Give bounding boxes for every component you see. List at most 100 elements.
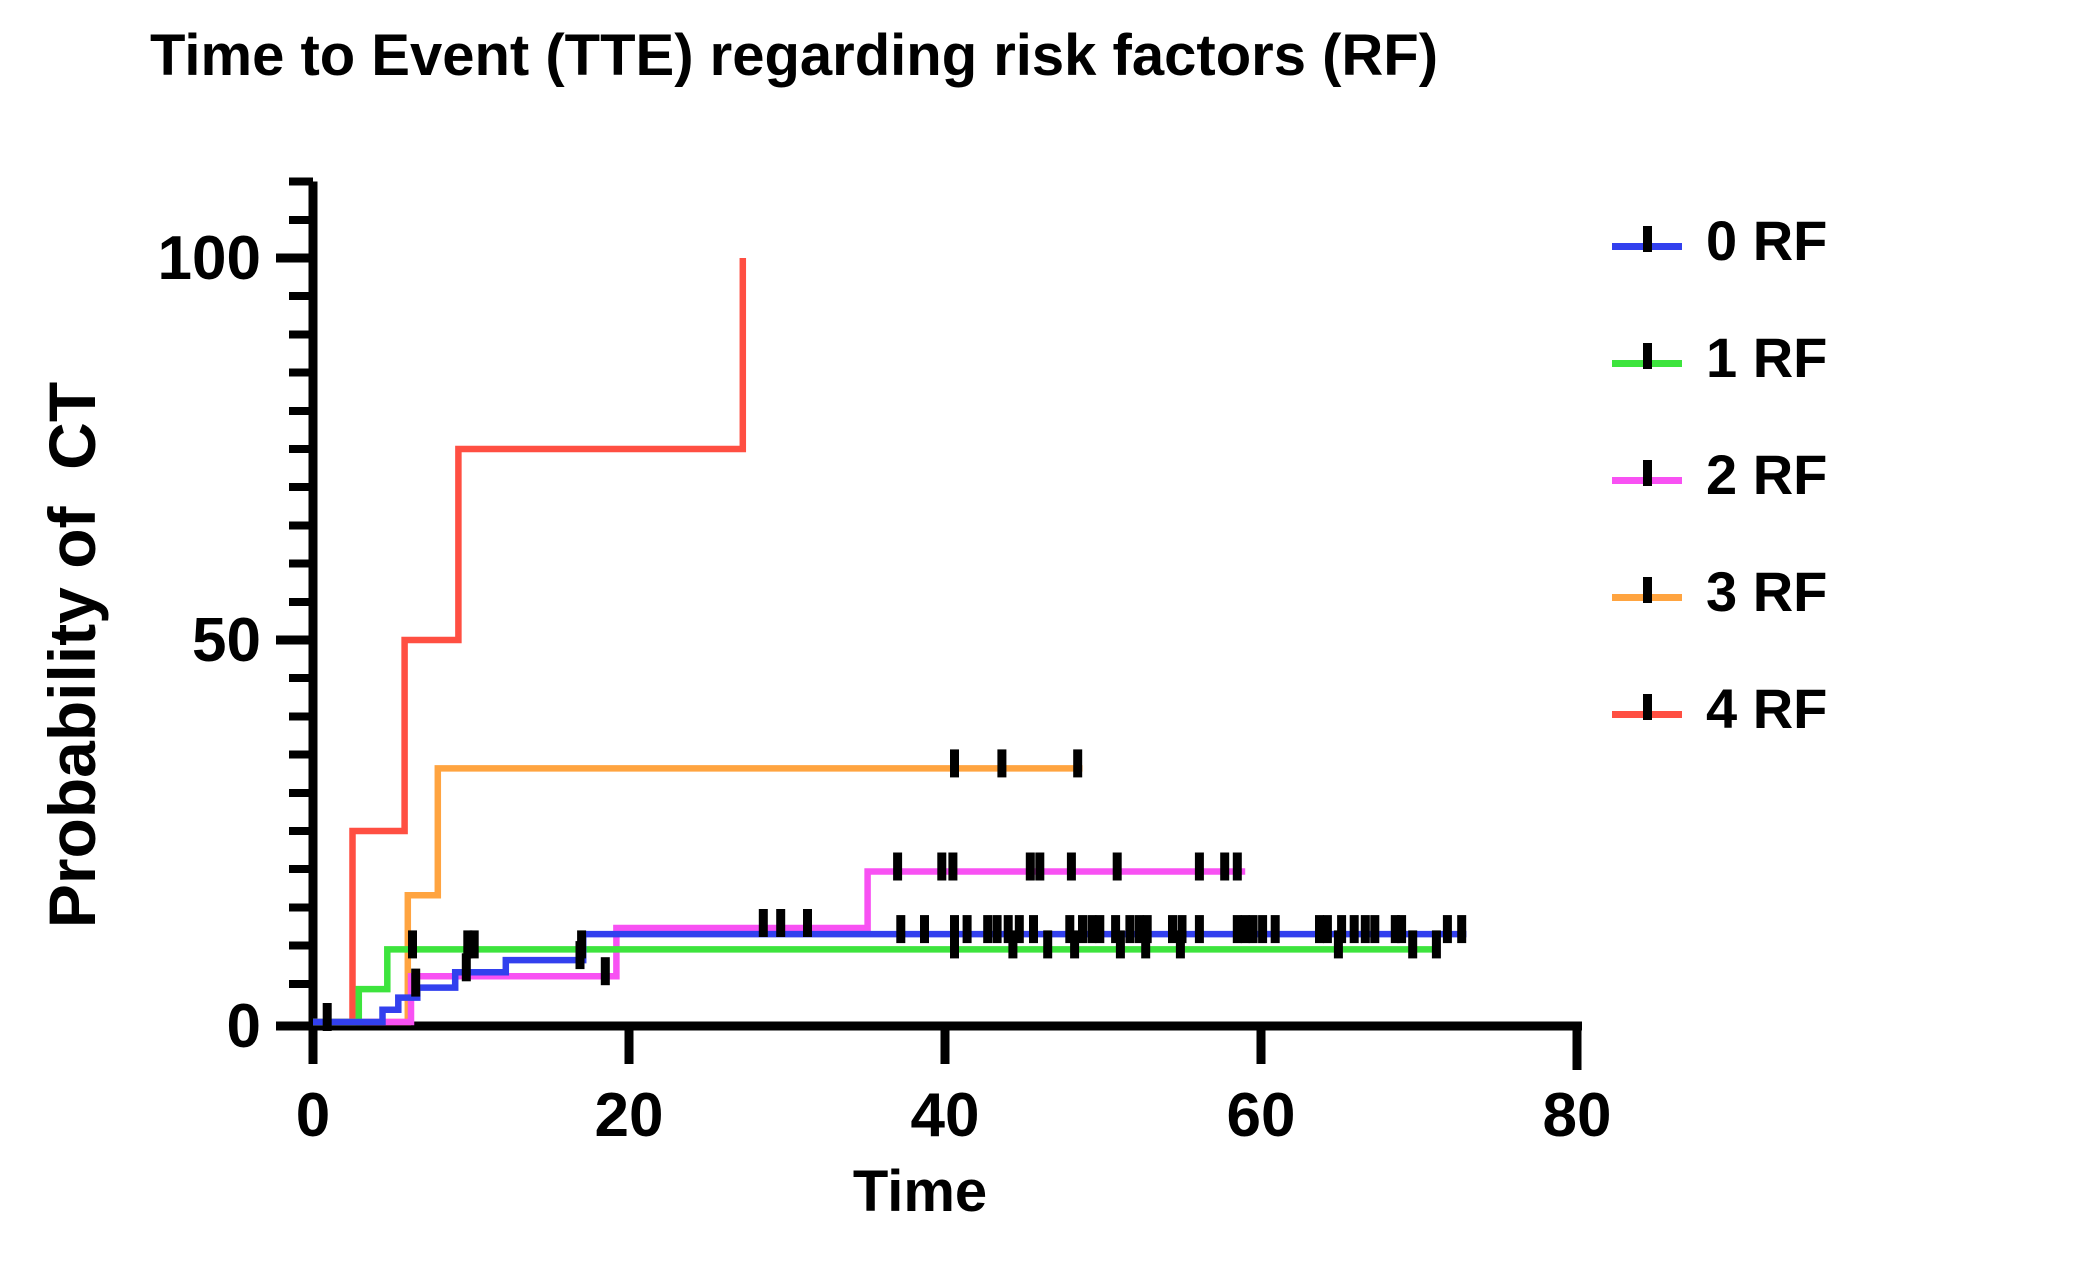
censor-tick bbox=[1397, 915, 1407, 944]
legend-symbol bbox=[1612, 223, 1682, 257]
legend-item-0-rf: 0 RF bbox=[1612, 209, 1827, 272]
legend-item-3-rf: 3 RF bbox=[1612, 560, 1827, 623]
censor-tick bbox=[992, 915, 1002, 944]
y-tick-label: 50 bbox=[192, 606, 261, 675]
censor-tick bbox=[1003, 915, 1013, 944]
legend-item-4-rf: 4 RF bbox=[1612, 677, 1827, 740]
censor-tick bbox=[1194, 852, 1204, 881]
censor-tick bbox=[1349, 915, 1359, 944]
censor-tick bbox=[1095, 915, 1105, 944]
censor-tick bbox=[408, 930, 417, 959]
censor-tick bbox=[1175, 930, 1185, 959]
censor-tick bbox=[1043, 930, 1053, 959]
censor-tick bbox=[1134, 915, 1144, 944]
legend-label: 2 RF bbox=[1706, 442, 1828, 506]
legend-label: 4 RF bbox=[1706, 676, 1828, 740]
legend-censor-tick-icon bbox=[1643, 577, 1652, 603]
legend-symbol bbox=[1612, 457, 1682, 491]
censor-tick bbox=[1008, 930, 1018, 959]
censor-tick bbox=[1177, 915, 1187, 944]
censor-tick bbox=[1431, 930, 1441, 959]
legend-label: 0 RF bbox=[1706, 208, 1828, 272]
censor-tick bbox=[463, 930, 473, 959]
censor-tick bbox=[896, 915, 906, 944]
censor-tick bbox=[758, 909, 768, 937]
censor-tick bbox=[1070, 930, 1080, 959]
censor-tick bbox=[1141, 930, 1151, 959]
censor-tick bbox=[983, 915, 993, 944]
censor-tick bbox=[1035, 852, 1045, 881]
legend-symbol bbox=[1612, 340, 1682, 374]
censor-tick bbox=[600, 957, 610, 986]
censor-tick bbox=[1270, 915, 1280, 944]
x-tick-label: 60 bbox=[1227, 1081, 1296, 1150]
censor-tick bbox=[1220, 852, 1230, 881]
censor-tick bbox=[1025, 852, 1035, 881]
legend-censor-tick-icon bbox=[1643, 343, 1652, 369]
legend-label: 3 RF bbox=[1706, 559, 1828, 623]
y-tick-label: 100 bbox=[158, 224, 261, 293]
censor-tick bbox=[1142, 915, 1152, 944]
legend-censor-tick-icon bbox=[1643, 226, 1652, 252]
censor-tick bbox=[1442, 915, 1452, 944]
censor-tick bbox=[1370, 915, 1380, 944]
censor-tick bbox=[1457, 915, 1467, 944]
legend-symbol bbox=[1612, 574, 1682, 608]
censor-tick bbox=[1078, 915, 1087, 944]
x-axis-title: Time bbox=[852, 1159, 988, 1224]
censor-tick bbox=[1240, 915, 1250, 944]
censor-tick bbox=[962, 915, 972, 944]
y-tick-label: 0 bbox=[227, 992, 261, 1061]
legend-censor-tick-icon bbox=[1643, 694, 1652, 720]
censor-tick bbox=[1115, 930, 1125, 959]
censor-tick bbox=[1337, 915, 1347, 944]
series-curve-3-rf bbox=[313, 765, 1083, 1026]
censor-tick bbox=[948, 852, 958, 881]
censor-tick bbox=[893, 852, 903, 881]
censor-tick bbox=[1029, 915, 1038, 944]
censor-tick bbox=[1408, 930, 1418, 959]
series-curve-1-rf bbox=[313, 946, 1440, 1026]
censor-tick bbox=[575, 941, 585, 970]
censor-tick bbox=[1315, 915, 1324, 944]
censor-tick bbox=[937, 852, 947, 881]
censor-tick bbox=[920, 915, 929, 944]
censor-tick bbox=[1125, 915, 1135, 944]
censor-tick bbox=[1232, 852, 1242, 881]
censor-tick bbox=[1168, 915, 1177, 944]
series-curve-4-rf bbox=[313, 258, 747, 1026]
censor-tick bbox=[997, 749, 1007, 778]
censor-tick bbox=[1112, 852, 1122, 881]
chart-title: Time to Event (TTE) regarding risk facto… bbox=[150, 23, 1439, 88]
censor-tick bbox=[1014, 915, 1024, 944]
censor-tick bbox=[461, 953, 471, 982]
censor-tick bbox=[469, 930, 479, 959]
series-curve-0-rf bbox=[313, 930, 1467, 1026]
censor-tick bbox=[1360, 915, 1370, 944]
censor-tick bbox=[1066, 852, 1076, 881]
censor-tick bbox=[1258, 915, 1268, 944]
censor-tick bbox=[1087, 915, 1097, 944]
x-tick-label: 20 bbox=[595, 1081, 664, 1150]
censor-tick bbox=[1065, 915, 1075, 944]
legend-symbol bbox=[1612, 691, 1682, 725]
legend-label: 1 RF bbox=[1706, 325, 1828, 389]
censor-tick bbox=[322, 1003, 332, 1031]
censor-tick bbox=[803, 909, 812, 937]
legend-censor-tick-icon bbox=[1643, 460, 1652, 486]
censor-tick bbox=[1073, 749, 1083, 778]
censor-tick bbox=[1390, 915, 1400, 944]
legend: 0 RF 1 RF 2 RF 3 RF 4 RF bbox=[1612, 209, 1827, 797]
censor-tick bbox=[1248, 915, 1258, 944]
censor-tick bbox=[1194, 915, 1204, 944]
censor-tick bbox=[1322, 915, 1332, 944]
censor-tick bbox=[411, 968, 421, 997]
legend-item-1-rf: 1 RF bbox=[1612, 326, 1827, 389]
censor-tick bbox=[1111, 915, 1121, 944]
legend-item-2-rf: 2 RF bbox=[1612, 443, 1827, 506]
censor-tick bbox=[950, 930, 959, 959]
censor-tick bbox=[950, 915, 959, 944]
censor-tick bbox=[1232, 915, 1242, 944]
